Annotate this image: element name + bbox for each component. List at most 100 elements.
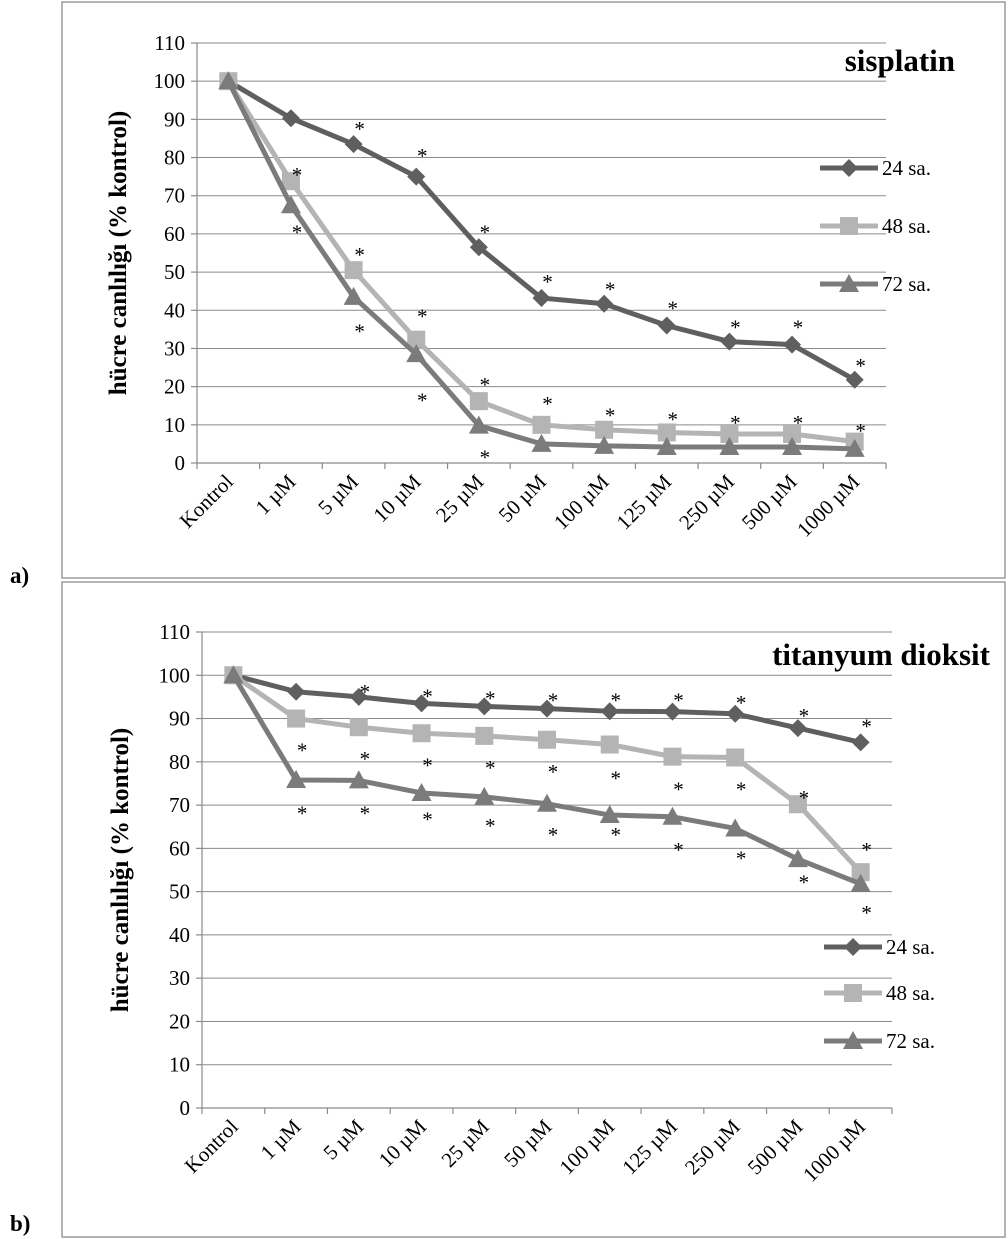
chart-b-significance-mark: *: [610, 689, 621, 713]
chart-a-x-tick-label: 1 µM: [251, 469, 301, 519]
chart-b-significance-mark: *: [610, 767, 621, 791]
chart-b-x-tick-label: 250 µM: [680, 1114, 745, 1179]
chart-a-series-2-point: [280, 195, 301, 214]
chart-b-series-2-point: [787, 849, 808, 868]
panel-a-label: a): [10, 563, 29, 588]
chart-a-x-tick-label: 10 µM: [368, 469, 426, 527]
chart-a-y-tick-label: 30: [164, 336, 185, 360]
chart-a-series-0-point: [344, 135, 363, 154]
chart-a-series-0-point: [469, 238, 488, 257]
chart-b-significance-mark: *: [673, 838, 684, 862]
chart-b-series-2-point: [725, 818, 746, 837]
chart-a-series-1-point: [407, 330, 426, 349]
chart-a-series-1-point: [783, 424, 802, 443]
chart-a-series-2-point: [468, 415, 489, 434]
chart-b-series-2-point: [411, 782, 432, 801]
chart-b-y-tick-label: 10: [169, 1053, 190, 1077]
chart-a-series-1-point: [281, 172, 300, 191]
chart-a-series-line-0: [227, 79, 856, 382]
chart-b-significance-mark: *: [297, 801, 308, 825]
chart-a-significance-mark: *: [480, 446, 491, 470]
chart-b-significance-mark: *: [673, 689, 684, 713]
chart-a-y-tick-label: 10: [164, 413, 185, 437]
chart-a-y-axis-label: hücre canlılığı (% kontrol): [105, 111, 132, 396]
chart-a-series-0-point: [407, 167, 426, 186]
chart-b-series-0-point: [663, 702, 682, 721]
chart-a-series-line-1: [226, 79, 855, 445]
chart-a-significance-mark: *: [480, 373, 491, 397]
chart-a-significance-mark: *: [855, 419, 866, 443]
panel-b-label: b): [10, 1211, 30, 1236]
chart-a-series-0-point: [595, 294, 614, 313]
chart-b-significance-mark: *: [485, 756, 496, 780]
chart-b-y-tick-label: 20: [169, 1009, 190, 1033]
chart-b-significance-mark: *: [736, 691, 747, 715]
chart-a-series-2-point: [656, 436, 677, 455]
panel-b-frame: [61, 581, 1006, 1238]
chart-b-series-1-point: [349, 718, 368, 737]
chart-b-series-1-point: [475, 726, 494, 745]
chart-b-series-0-point: [726, 704, 745, 723]
chart-a-significance-mark: *: [793, 411, 804, 435]
chart-a-significance-mark: *: [605, 278, 616, 302]
chart-b-series-0-point: [349, 687, 368, 706]
chart-b-y-tick-label: 80: [169, 750, 190, 774]
chart-b-series-2-point: [599, 805, 620, 824]
chart-a-y-tick-label: 50: [164, 260, 185, 284]
chart-a-series-0-point: [845, 370, 864, 389]
chart-a-y-tick-label: 90: [164, 107, 185, 131]
chart-a-series-2-point: [844, 438, 865, 457]
chart-b-x-tick-label: 125 µM: [617, 1114, 682, 1179]
chart-b-series-0-point: [287, 682, 306, 701]
chart-b-legend-marker-2: [843, 1031, 863, 1049]
chart-b-y-tick-label: 0: [180, 1096, 191, 1120]
chart-a-legend-label-2: 72 sa.: [882, 272, 931, 296]
chart-b-y-tick-label: 100: [159, 663, 191, 687]
chart-a-legend-marker-2: [839, 274, 859, 292]
chart-b-series-2-point: [662, 806, 683, 825]
chart-a-significance-mark: *: [855, 354, 866, 378]
chart-a-significance-mark: *: [417, 388, 428, 412]
chart-b-series-2-point: [850, 873, 871, 892]
chart-a-x-tick-label: 25 µM: [431, 469, 489, 527]
panel-a-sisplatin: a) sisplatin 0 10 20 30 40 50 60 70 80 90 100 110 Ko…: [10, 1, 1006, 588]
chart-a-x-tick-label: 5 µM: [313, 469, 363, 519]
chart-b-series-1-point: [663, 747, 682, 766]
chart-b-significance-mark: *: [610, 823, 621, 847]
chart-b-series-1-point: [287, 709, 306, 728]
chart-b-x-tick-label: Kontrol: [180, 1114, 243, 1177]
chart-a-series-0-point: [532, 289, 551, 308]
chart-a-y-tick-label: 110: [154, 31, 185, 55]
chart-a-y-tick-label: 40: [164, 298, 185, 322]
chart-a-y-tick-label: 60: [164, 222, 185, 246]
chart-b-y-tick-label: 70: [169, 793, 190, 817]
chart-b-series-1-point: [412, 724, 431, 743]
chart-a-series-0-point: [657, 316, 676, 335]
chart-a-significance-mark: *: [480, 220, 491, 244]
chart-b-series-0-point: [538, 699, 556, 718]
chart-b-significance-mark: *: [422, 684, 433, 708]
chart-b-significance-mark: *: [360, 747, 371, 771]
chart-a-y-tick-label: 70: [164, 184, 185, 208]
chart-a-series-2-point: [719, 436, 740, 455]
chart-a-x-tick-label: 50 µM: [494, 469, 552, 527]
chart-a-series-1-point: [657, 423, 676, 442]
chart-a-series-2-point: [782, 436, 803, 455]
chart-a-significance-mark: *: [668, 297, 679, 321]
chart-b-significance-mark: *: [799, 704, 810, 728]
chart-b-significance-mark: *: [799, 870, 810, 894]
chart-b-significance-mark: *: [548, 823, 559, 847]
chart-b-significance-mark: *: [485, 814, 496, 838]
chart-b-x-tick-label: 25 µM: [437, 1114, 495, 1172]
chart-b-series-2-point: [223, 665, 244, 684]
chart-a-y-tick-label: 100: [154, 69, 186, 93]
chart-a-significance-mark: *: [292, 220, 303, 244]
chart-b-significance-mark: *: [360, 680, 371, 704]
chart-b-significance-mark: *: [548, 760, 559, 784]
chart-b-series-2-point: [474, 786, 495, 805]
chart-b-series-0-point: [600, 702, 619, 721]
chart-a-significance-mark: *: [668, 407, 679, 431]
chart-b-y-tick-label: 40: [169, 923, 190, 947]
chart-a-series-0-point: [720, 332, 739, 351]
